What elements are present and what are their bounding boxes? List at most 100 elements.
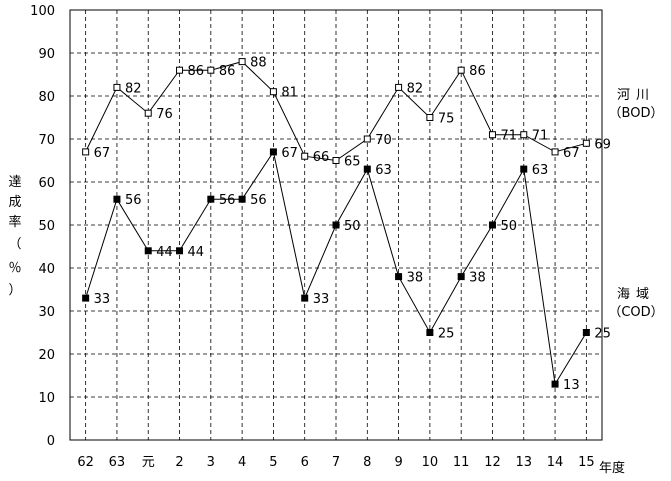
data-label-river: 65: [344, 155, 361, 170]
data-point-sea: [301, 294, 309, 302]
x-tick-label: 7: [332, 455, 340, 470]
y-tick-label: 70: [38, 133, 55, 148]
data-point-river: [176, 66, 184, 74]
data-point-river: [207, 66, 215, 74]
data-point-river: [488, 131, 496, 139]
data-label-sea: 50: [344, 219, 361, 234]
y-axis-title-char: ）: [8, 283, 21, 298]
y-tick-label: 100: [30, 4, 55, 19]
y-axis-title-char: 率: [8, 214, 21, 230]
x-tick-label: 6: [301, 455, 309, 470]
data-label-river: 71: [500, 129, 517, 144]
series-sea: 33 56 44 44 56 56 67 33 50 63 38 25 38 50 63 13 25: [82, 146, 611, 393]
x-tick-label: 5: [269, 455, 277, 470]
series-river: 67 82 76 86 86 88 81 66 65 70 82 75 86 71 71 67 69: [82, 56, 611, 170]
x-tick-label: 14: [547, 455, 564, 470]
data-label-river: 86: [219, 64, 236, 79]
series-label-sea: 海域 （COD）: [608, 287, 663, 320]
data-label-river: 66: [313, 150, 330, 165]
data-point-river: [551, 148, 559, 156]
x-tick-label: 13: [515, 455, 532, 470]
data-point-sea: [488, 221, 496, 229]
data-label-sea: 67: [281, 146, 298, 161]
data-label-sea: 33: [94, 292, 111, 307]
data-point-river: [332, 157, 340, 164]
series-sub-sea: （COD）: [608, 305, 663, 320]
data-label-sea: 33: [313, 292, 330, 307]
data-point-river: [301, 152, 309, 160]
y-axis-title-char: 成: [8, 195, 21, 210]
data-point-sea: [207, 195, 215, 203]
data-point-sea: [520, 165, 528, 173]
data-label-river: 86: [469, 64, 486, 79]
data-point-sea: [363, 165, 371, 173]
y-axis-title: 達 成 率 （ ％ ）: [8, 175, 21, 298]
x-tick-label: 63: [109, 455, 126, 470]
y-tick-label: 60: [38, 176, 55, 191]
data-point-river: [426, 114, 434, 121]
y-tick-label: 50: [38, 219, 55, 234]
data-point-river: [582, 139, 590, 147]
y-tick-label: 30: [38, 305, 55, 320]
data-label-sea: 38: [407, 271, 424, 286]
data-label-river: 76: [156, 107, 173, 122]
data-label-sea: 56: [250, 193, 267, 208]
grid-lines: [70, 10, 602, 440]
data-label-river: 67: [563, 146, 580, 161]
data-point-sea: [82, 294, 90, 302]
data-label-river: 69: [594, 137, 611, 152]
data-point-sea: [395, 273, 403, 281]
y-axis-title-char: 達: [8, 175, 21, 190]
data-point-sea: [113, 195, 121, 203]
series-sub-river: （BOD）: [609, 106, 664, 121]
series-layer: 67 82 76 86 86 88 81 66 65 70 82 75 86 71 71 67 69 33 56 44…: [82, 56, 611, 393]
data-point-sea: [332, 221, 340, 229]
x-tick-label: 62: [77, 455, 94, 470]
data-point-river: [520, 131, 528, 139]
x-tick-label: 8: [363, 455, 371, 470]
y-tick-label: 0: [47, 434, 55, 449]
series-name-river: 河川: [617, 88, 655, 103]
data-label-sea: 63: [532, 163, 549, 178]
data-point-sea: [457, 273, 465, 281]
x-tick-label: 12: [484, 455, 501, 470]
data-label-sea: 25: [594, 327, 611, 342]
data-label-sea: 44: [156, 245, 173, 260]
data-point-river: [113, 83, 121, 91]
data-label-sea: 44: [188, 245, 205, 260]
data-label-river: 67: [94, 146, 111, 161]
data-label-sea: 38: [469, 271, 486, 286]
data-point-sea: [551, 380, 559, 388]
data-label-sea: 56: [219, 193, 236, 208]
data-point-river: [457, 66, 465, 74]
y-tick-label: 20: [38, 348, 55, 363]
x-axis-ticks: 62 63 元 2 3 4 5 6 7 8 9 10 11 12 13 14 15: [77, 455, 594, 470]
x-tick-label: 15: [578, 455, 595, 470]
x-tick-label: 11: [453, 455, 470, 470]
data-label-sea: 50: [500, 219, 517, 234]
data-point-river: [238, 58, 246, 66]
data-label-river: 70: [375, 133, 392, 148]
data-label-river: 75: [438, 112, 455, 127]
data-point-river: [82, 148, 90, 156]
data-label-sea: 56: [125, 193, 142, 208]
x-tick-label: 4: [238, 455, 246, 470]
data-label-sea: 63: [375, 163, 392, 178]
data-point-river: [269, 88, 277, 96]
data-label-sea: 13: [563, 378, 580, 393]
y-tick-label: 40: [38, 262, 55, 277]
data-label-river: 71: [532, 129, 549, 144]
data-label-river: 88: [250, 56, 267, 71]
x-tick-label: 10: [422, 455, 439, 470]
data-label-river: 81: [281, 86, 298, 101]
x-tick-label: 元: [142, 455, 155, 470]
data-point-sea: [426, 329, 434, 336]
y-tick-label: 80: [38, 90, 55, 105]
plot-frame: [69, 9, 603, 441]
y-tick-label: 90: [38, 47, 55, 62]
x-axis-title: 年度: [599, 460, 625, 476]
data-label-river: 82: [407, 81, 424, 96]
data-point-sea: [238, 195, 246, 203]
series-name-sea: 海域: [617, 287, 655, 302]
